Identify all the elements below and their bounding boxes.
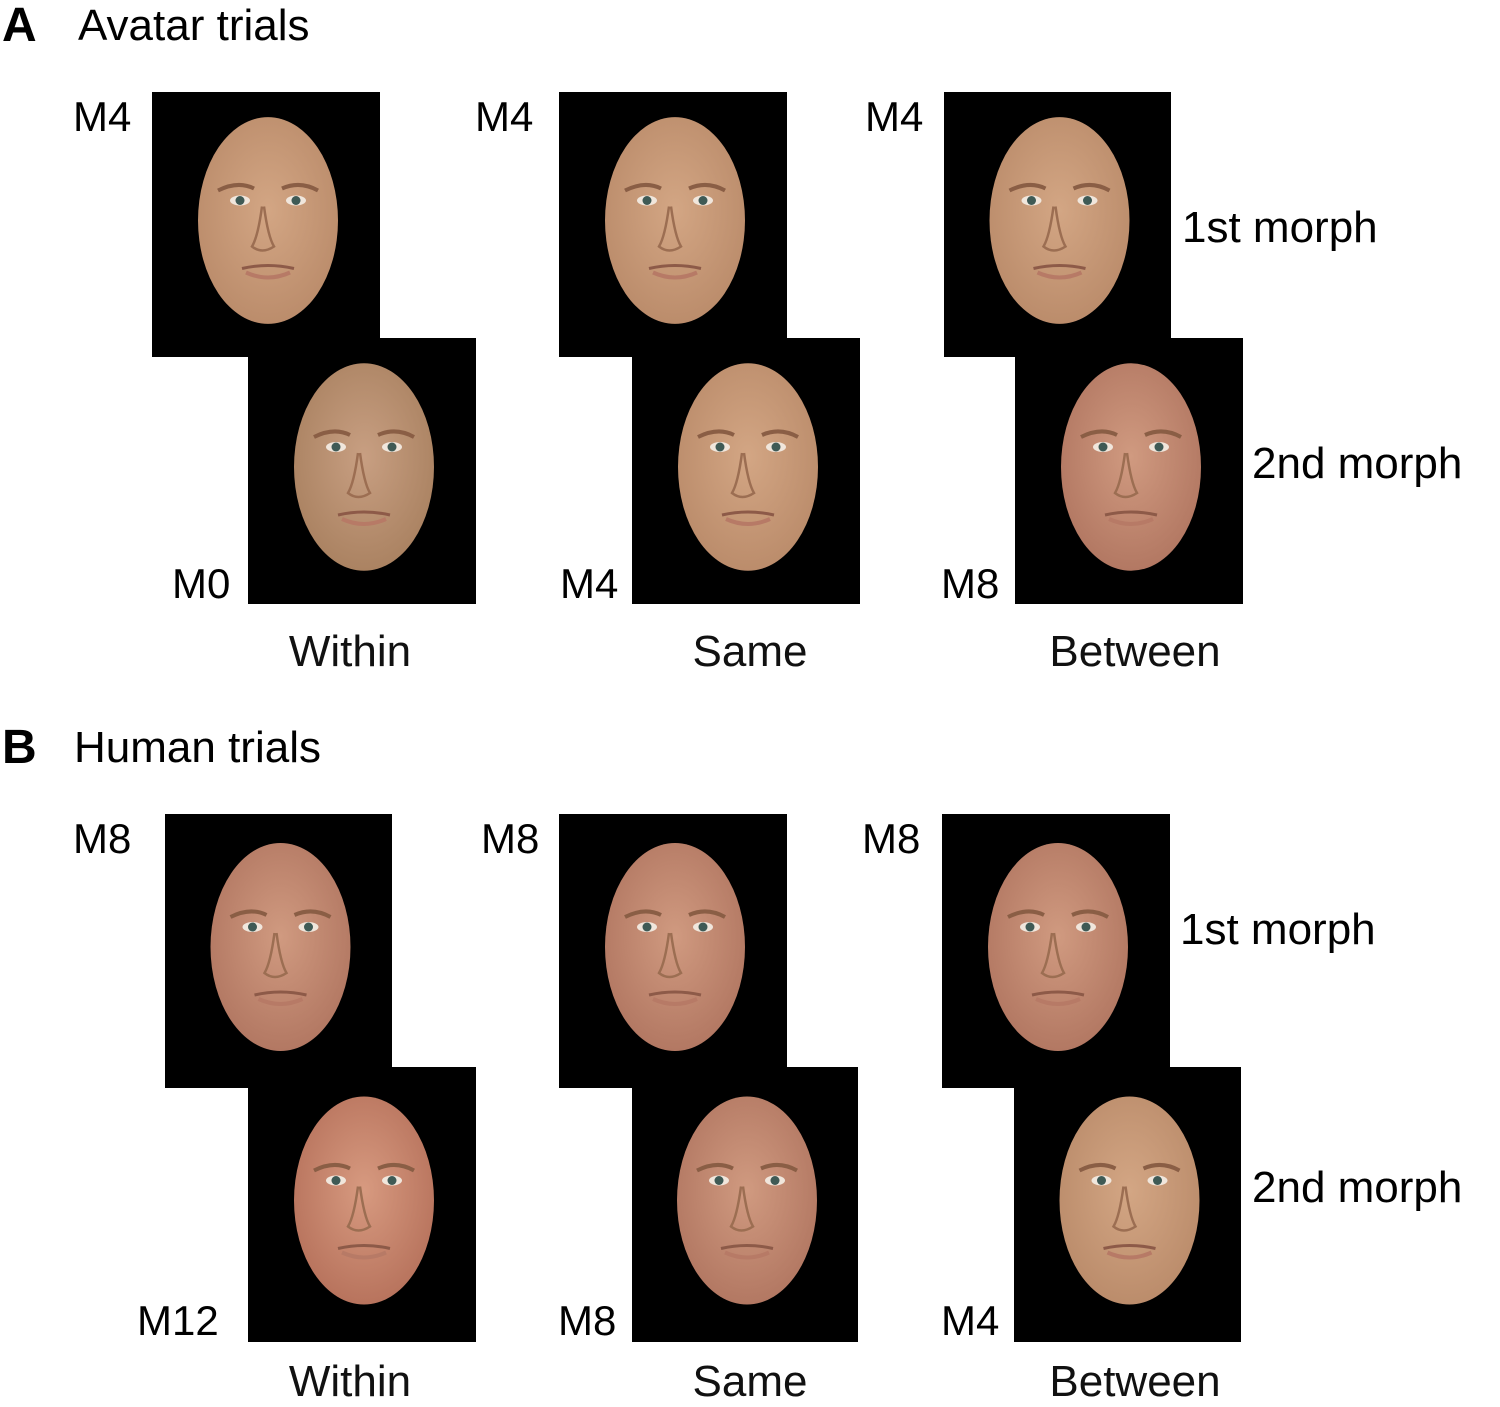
face-image-a-within-second [248, 338, 476, 604]
condition-label-between: Between [1049, 627, 1221, 676]
face-icon [677, 1096, 817, 1305]
morph-level-label: M4 [865, 93, 924, 140]
morph-level-label: M4 [73, 93, 132, 140]
first-morph-label: 1st morph [1180, 905, 1376, 954]
panel-letter-b: B [2, 721, 37, 774]
condition-label-same: Same [692, 1357, 808, 1406]
face-icon [989, 117, 1130, 324]
face-image-a-between-second [1015, 338, 1243, 604]
morph-level-label: M4 [475, 93, 534, 140]
condition-label-between: Between [1049, 1357, 1221, 1406]
face-image-b-between-second [1014, 1067, 1241, 1342]
face-icon [1059, 1096, 1200, 1305]
morph-level-label: M4 [941, 1297, 1000, 1344]
face-image-b-within-second [248, 1067, 476, 1342]
face-image-a-within-first [152, 92, 380, 357]
morph-level-label: M8 [73, 815, 132, 862]
face-icon [988, 843, 1128, 1051]
face-icon [294, 1096, 434, 1305]
face-image-a-between-first [944, 92, 1171, 357]
second-morph-label: 2nd morph [1252, 439, 1463, 488]
condition-label-within: Within [288, 627, 412, 676]
morph-level-label: M8 [558, 1297, 617, 1344]
panel-title-b: Human trials [74, 723, 321, 772]
morph-level-label: M12 [137, 1297, 219, 1344]
face-icon [605, 117, 745, 324]
face-icon [210, 843, 351, 1051]
panel-letter-a: A [2, 0, 37, 52]
face-icon [198, 117, 338, 324]
face-icon [605, 843, 745, 1051]
face-image-b-between-first [942, 814, 1170, 1088]
panel-title-a: Avatar trials [78, 1, 310, 50]
face-image-a-same-second [632, 338, 860, 604]
face-image-b-same-first [559, 814, 787, 1088]
second-morph-label: 2nd morph [1252, 1163, 1463, 1212]
face-icon [1061, 363, 1201, 571]
morph-level-label: M4 [560, 560, 619, 607]
condition-label-within: Within [288, 1357, 412, 1406]
face-icon [678, 363, 818, 571]
morph-level-label: M0 [172, 560, 231, 607]
face-image-b-same-second [632, 1067, 858, 1342]
condition-label-same: Same [692, 627, 808, 676]
first-morph-label: 1st morph [1182, 203, 1378, 252]
face-icon [294, 363, 434, 571]
morph-level-label: M8 [862, 815, 921, 862]
face-image-a-same-first [559, 92, 787, 357]
face-image-b-within-first [165, 814, 392, 1088]
morph-level-label: M8 [481, 815, 540, 862]
morph-level-label: M8 [941, 560, 1000, 607]
